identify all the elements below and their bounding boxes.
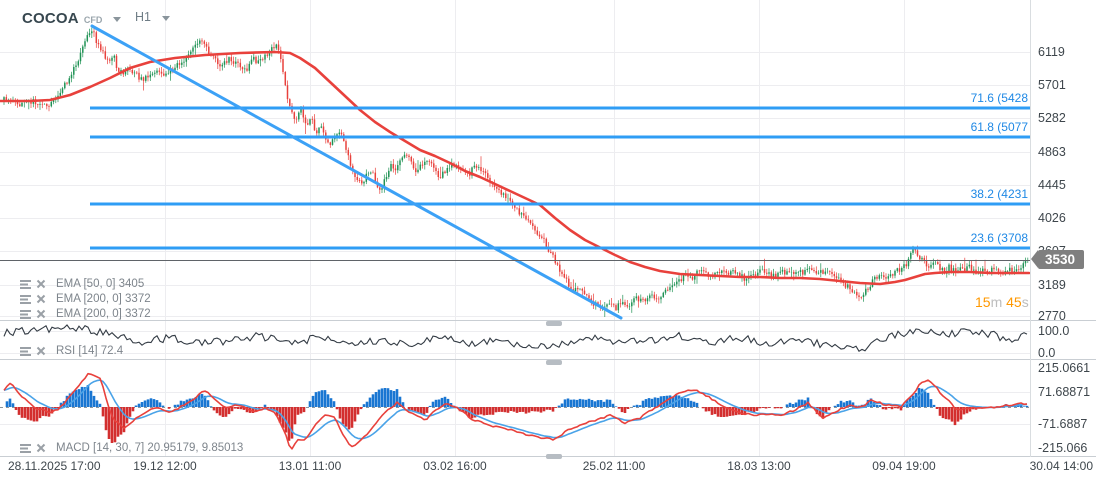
- current-price-tag: 3530: [1030, 250, 1085, 269]
- indicator-row-ema-50: EMA [50, 0] 3405: [20, 277, 144, 290]
- fib-level-label: 71.6 (5428: [970, 91, 1028, 105]
- fib-level-label: 61.8 (5077: [970, 120, 1028, 134]
- indicator-remove-icon[interactable]: [36, 294, 46, 304]
- price-axis-label: 2770: [1038, 309, 1066, 323]
- indicator-row-macd: MACD [14, 30, 7] 20.95179, 9.85013: [20, 441, 243, 454]
- macd-signal-line: [3, 379, 1028, 440]
- instrument-type-badge: CFD: [83, 14, 103, 25]
- indicator-settings-icon[interactable]: [20, 309, 32, 319]
- price-axis-label: 5701: [1038, 78, 1066, 92]
- panel-resize-handle[interactable]: [546, 360, 562, 365]
- indicator-row-ema-200: EMA [200, 0] 3372: [20, 292, 151, 305]
- panel-resize-handle[interactable]: [546, 321, 562, 326]
- symbol-selector-button[interactable]: COCOA CFD: [22, 10, 122, 27]
- rsi-axis-label: 100.0: [1038, 324, 1070, 338]
- indicator-label: EMA [50, 0] 3405: [56, 277, 145, 290]
- indicator-remove-icon[interactable]: [36, 443, 46, 453]
- time-axis-label: 09.04 19:00: [872, 459, 936, 473]
- fib-level-label: 38.2 (4231: [970, 187, 1028, 201]
- time-axis-label: 13.01 11:00: [278, 459, 342, 473]
- symbol-name: COCOA: [22, 10, 79, 27]
- indicator-remove-icon[interactable]: [36, 309, 46, 319]
- fib-level-label: 23.6 (3708: [970, 231, 1028, 245]
- time-axis-label: 30.04 14:00: [1029, 459, 1093, 473]
- chevron-down-icon: [113, 17, 122, 22]
- timer-seconds-unit: s: [1021, 294, 1029, 310]
- candle-bodies-up: [3, 31, 1029, 311]
- time-axis-label: 03.02 16:00: [423, 459, 487, 473]
- indicator-label: MACD [14, 30, 7] 20.95179, 9.85013: [56, 441, 244, 454]
- time-axis-label: 25.02 11:00: [582, 459, 646, 473]
- price-axis-label: 4863: [1038, 145, 1066, 159]
- timer-seconds: 45: [1006, 294, 1022, 310]
- price-axis-label: 5282: [1038, 111, 1066, 125]
- time-axis-label: 19.12 12:00: [133, 459, 197, 473]
- panel-resize-handle[interactable]: [546, 454, 562, 459]
- time-axis-label: 28.11.2025 17:00: [8, 459, 101, 473]
- macd-axis-label: 71.68871: [1038, 385, 1091, 399]
- chevron-down-icon: [161, 15, 170, 21]
- price-axis-label: 4026: [1038, 211, 1066, 225]
- indicator-settings-icon[interactable]: [20, 279, 32, 289]
- macd-histogram: [5, 385, 1029, 443]
- price-axis-label: 6119: [1038, 45, 1065, 59]
- timeframe-label: H1: [135, 10, 151, 24]
- indicator-row-rsi: RSI [14] 72.4: [20, 344, 123, 357]
- candle-bodies-down: [5, 31, 1020, 311]
- indicator-settings-icon[interactable]: [20, 346, 32, 356]
- macd-axis-label: -215.066: [1038, 441, 1088, 455]
- rsi-line: [3, 324, 1028, 352]
- macd-axis-label: -71.6887: [1038, 417, 1088, 431]
- candle-wicks-down: [5, 27, 1020, 311]
- indicator-label: RSI [14] 72.4: [56, 344, 124, 357]
- indicator-remove-icon[interactable]: [36, 279, 46, 289]
- trendline[interactable]: [90, 24, 623, 320]
- panel-separator[interactable]: [0, 320, 1096, 321]
- indicator-settings-icon[interactable]: [20, 294, 32, 304]
- horizontal-gridlines: [0, 52, 1030, 425]
- timer-minutes: 15: [975, 294, 991, 310]
- candle-countdown-timer: 15m 45s: [975, 294, 1029, 310]
- panel-separator[interactable]: [0, 359, 1096, 360]
- price-axis-border: [1030, 0, 1031, 457]
- macd-axis-label: 215.0661: [1038, 361, 1091, 375]
- indicator-remove-icon[interactable]: [36, 346, 46, 356]
- price-axis-label: 3189: [1038, 278, 1066, 292]
- timeframe-selector-button[interactable]: H1: [135, 10, 170, 24]
- time-axis-label: 18.03 13:00: [727, 459, 791, 473]
- indicator-settings-icon[interactable]: [20, 443, 32, 453]
- indicator-label: EMA [200, 0] 3372: [56, 307, 151, 320]
- timer-minutes-unit: m: [990, 294, 1003, 310]
- indicator-label: EMA [200, 0] 3372: [56, 292, 151, 305]
- rsi-axis-label: 0.0: [1038, 346, 1056, 360]
- macd-line: [3, 372, 1028, 450]
- price-axis-label: 4445: [1038, 178, 1066, 192]
- indicator-row-ema-200b: EMA [200, 0] 3372: [20, 307, 151, 320]
